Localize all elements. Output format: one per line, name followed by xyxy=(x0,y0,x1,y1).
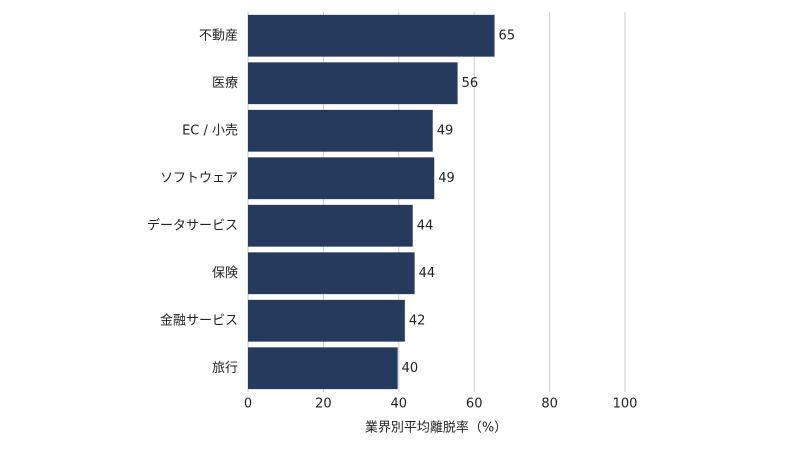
data-label: 49 xyxy=(437,123,454,138)
y-tick-label: データサービス xyxy=(147,217,238,233)
x-tick-label: 0 xyxy=(244,397,252,412)
data-label: 49 xyxy=(438,171,455,186)
y-tick-label: 金融サービス xyxy=(160,312,238,328)
bar xyxy=(248,157,435,200)
x-tick-label: 40 xyxy=(391,397,408,412)
bar xyxy=(248,252,415,295)
bar xyxy=(248,347,398,390)
y-tick-label: 保険 xyxy=(212,266,238,281)
y-tick-label: EC / 小売 xyxy=(182,122,238,138)
bar xyxy=(248,109,433,152)
bar xyxy=(248,204,413,247)
data-label: 65 xyxy=(499,28,516,43)
data-label: 40 xyxy=(402,361,419,376)
data-label: 42 xyxy=(409,313,426,328)
bar xyxy=(248,299,405,342)
bar xyxy=(248,62,458,105)
y-tick-label: 医療 xyxy=(212,76,238,91)
x-tick-label: 20 xyxy=(315,397,332,412)
data-label: 56 xyxy=(462,76,479,91)
y-tick-label: 不動産 xyxy=(199,27,238,43)
x-axis-title: 業界別平均離脱率（%） xyxy=(365,420,507,436)
bar xyxy=(248,14,495,57)
x-tick-label: 60 xyxy=(466,397,483,412)
x-tick-label: 100 xyxy=(613,397,638,412)
data-label: 44 xyxy=(417,218,434,233)
x-tick-label: 80 xyxy=(541,397,558,412)
data-label: 44 xyxy=(419,266,436,281)
y-tick-label: 旅行 xyxy=(212,361,238,376)
y-tick-label: ソフトウェア xyxy=(160,171,238,186)
